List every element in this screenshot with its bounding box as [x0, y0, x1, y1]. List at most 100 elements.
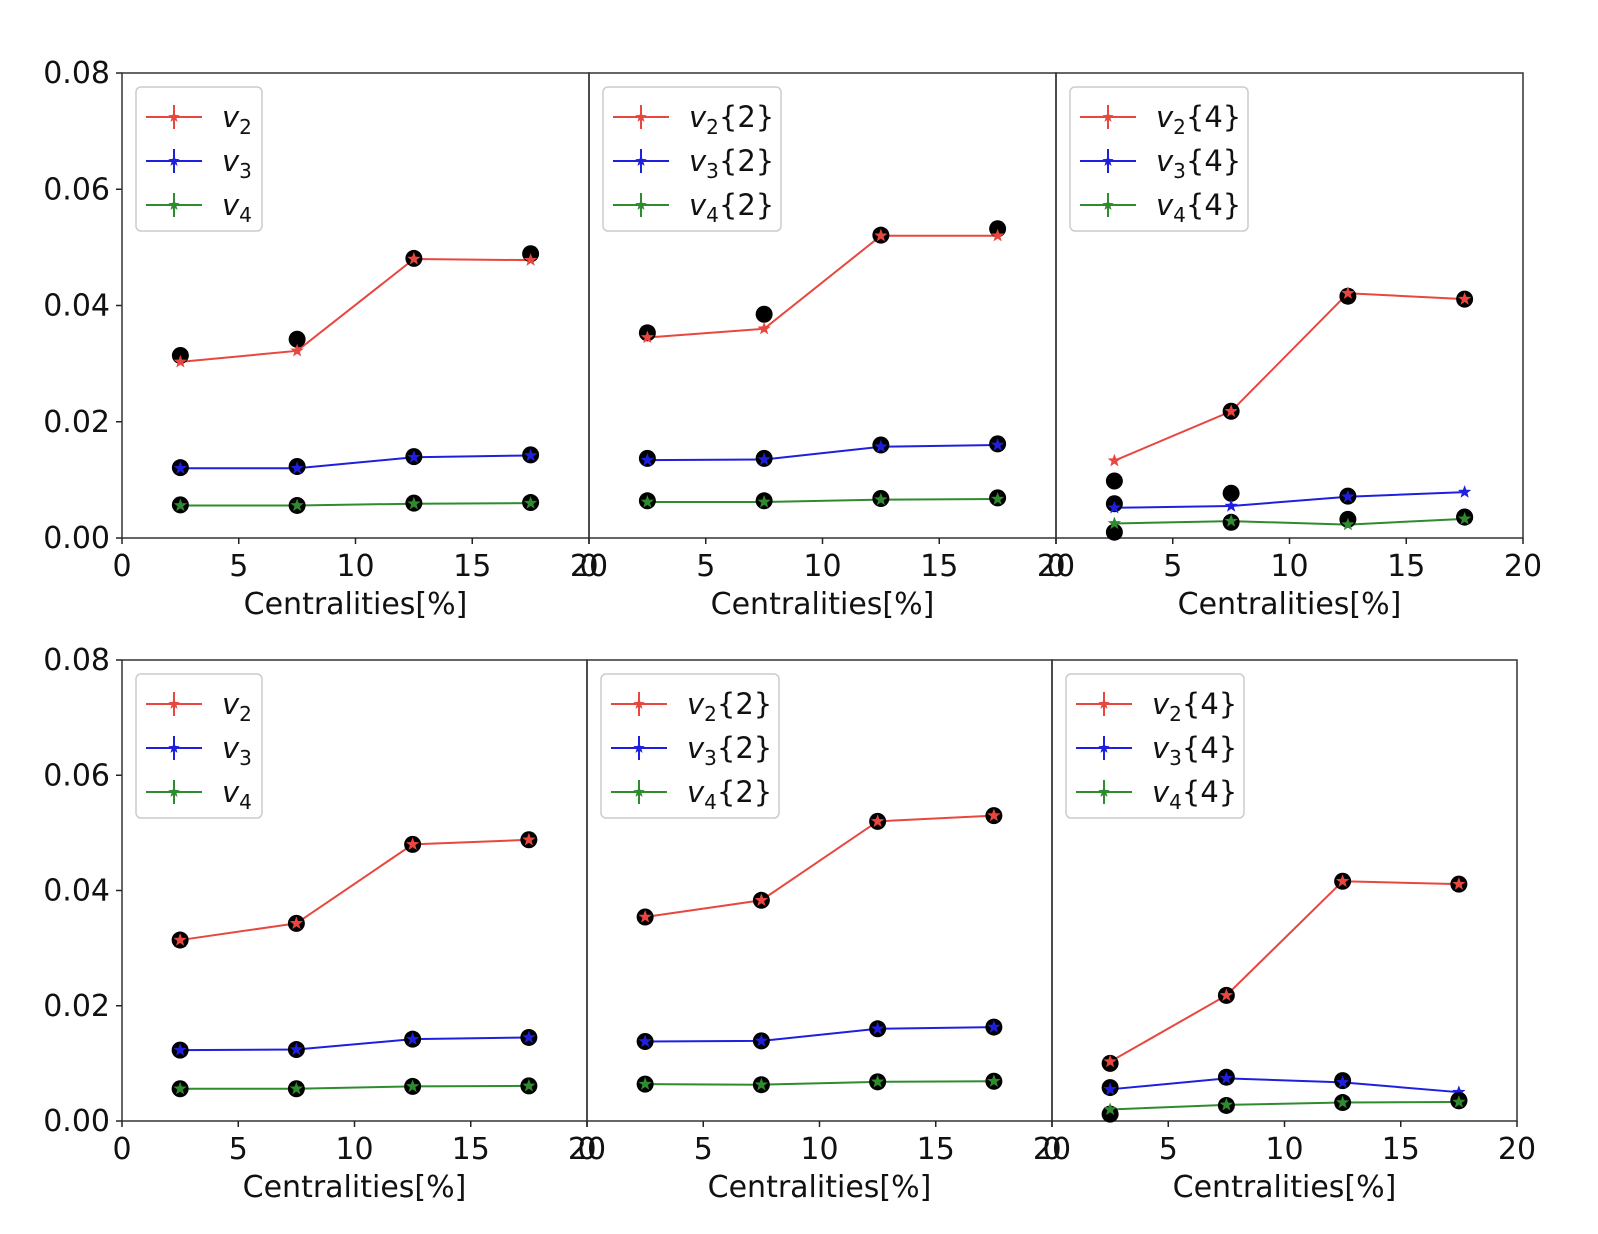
reference-point [1101, 1105, 1119, 1123]
x-tick-label: 10 [800, 1132, 838, 1167]
legend-symbol: v [1152, 775, 1170, 809]
series-v2 [171, 245, 540, 368]
series-line [1110, 1077, 1459, 1094]
legend-symbol: v [1156, 100, 1174, 134]
legend-marker-swatch [635, 111, 647, 122]
legend-label: v2{2} [689, 100, 774, 139]
x-tick-label: 5 [696, 549, 715, 584]
legend-symbol: v [687, 775, 705, 809]
legend-entry: v4{4} [1076, 775, 1237, 814]
legend-entry: v3{4} [1080, 144, 1241, 183]
legend-marker-swatch [168, 786, 180, 797]
legend-entry: v4{2} [611, 775, 772, 814]
legend-symbol: v [222, 731, 240, 765]
series-v42 [638, 489, 1007, 510]
legend-marker-swatch [1098, 698, 1110, 709]
y-tick-label: 0.08 [43, 643, 110, 678]
data-point [407, 252, 421, 265]
legend-marker-swatch [633, 742, 645, 753]
data-point [1103, 1102, 1117, 1116]
legend-entry: v3 [146, 731, 252, 770]
data-point [870, 1021, 885, 1035]
legend-box [600, 673, 780, 819]
data-point [754, 1077, 769, 1091]
series-line [1109, 880, 1459, 1063]
legend-subscript: 3 [704, 746, 717, 770]
data-point [1335, 1075, 1350, 1089]
x-tick-label: 0 [112, 549, 131, 584]
legend-label: v3{2} [689, 144, 774, 183]
data-point [1219, 988, 1234, 1002]
x-tick-label: 15 [1387, 549, 1425, 584]
legend-symbol: v [687, 731, 705, 765]
data-point [1103, 1082, 1117, 1095]
data-point [290, 498, 304, 512]
data-point [173, 354, 188, 368]
legend-entry: v2 [146, 100, 252, 139]
legend-symbol: v [222, 775, 240, 809]
data-point [523, 496, 538, 509]
series-line [1110, 1100, 1459, 1111]
legend-marker-swatch [635, 155, 647, 166]
series-v22 [638, 220, 1007, 344]
legend-entry: v4{4} [1080, 188, 1241, 227]
data-point [1341, 286, 1355, 299]
x-axis-title: Centralities[%] [244, 587, 468, 622]
series-line [180, 1036, 529, 1052]
legend-suffix: {2} [719, 100, 774, 134]
data-point [1457, 485, 1472, 498]
data-point [1452, 1085, 1466, 1098]
legend-box [135, 86, 263, 232]
legend-subscript: 2 [239, 115, 252, 139]
data-point [1452, 877, 1466, 890]
data-point [407, 450, 421, 463]
series-v44 [1101, 1092, 1468, 1123]
x-tick-label: 10 [803, 549, 841, 584]
legend-label: v3{2} [687, 731, 772, 770]
data-point [1107, 500, 1122, 514]
legend-symbol: v [1152, 687, 1170, 721]
legend-label: v2 [222, 687, 252, 726]
data-point [990, 438, 1005, 451]
legend-label: v3 [222, 144, 252, 183]
data-point [1224, 404, 1238, 417]
x-tick-label: 20 [570, 549, 608, 584]
figure-row-2: 0.000.020.040.060.080 5 10 15 20Centralities… [43, 643, 1536, 1205]
legend-marker-swatch [635, 199, 647, 210]
series-line [1114, 517, 1465, 526]
y-tick-label: 0.04 [43, 874, 110, 909]
legend: v2{4}v3{4}v4{4} [1065, 673, 1245, 819]
series-v32 [636, 1018, 1003, 1050]
legend-symbol: v [222, 188, 240, 222]
legend-subscript: 4 [239, 203, 252, 227]
data-point [640, 330, 655, 344]
legend-entry: v3{2} [611, 731, 772, 770]
data-point [173, 1043, 187, 1056]
legend-label: v4{2} [687, 775, 772, 814]
legend-box [1065, 673, 1245, 819]
data-point [1103, 1054, 1117, 1068]
legend-suffix: {2} [717, 775, 772, 809]
legend-box [1069, 86, 1249, 232]
x-tick-label: 10 [335, 1132, 373, 1167]
legend-subscript: 2 [239, 702, 252, 726]
legend-entry: v2{4} [1080, 100, 1241, 139]
data-point [987, 1074, 1001, 1087]
legend-subscript: 3 [706, 159, 719, 183]
series-line [647, 234, 998, 339]
legend-marker-swatch [1102, 199, 1114, 210]
series-v34 [1105, 484, 1474, 526]
x-tick-label: 5 [229, 1132, 248, 1167]
series-v44 [1105, 508, 1474, 541]
x-tick-label: 20 [1033, 1132, 1071, 1167]
series-v24 [1101, 872, 1468, 1072]
data-point [640, 453, 655, 466]
reference-point [755, 305, 773, 323]
legend-suffix: {4} [1182, 731, 1237, 765]
legend-marker-swatch [168, 698, 180, 709]
x-tick-label: 5 [1159, 1132, 1178, 1167]
legend: v2{2}v3{2}v4{2} [602, 86, 782, 232]
